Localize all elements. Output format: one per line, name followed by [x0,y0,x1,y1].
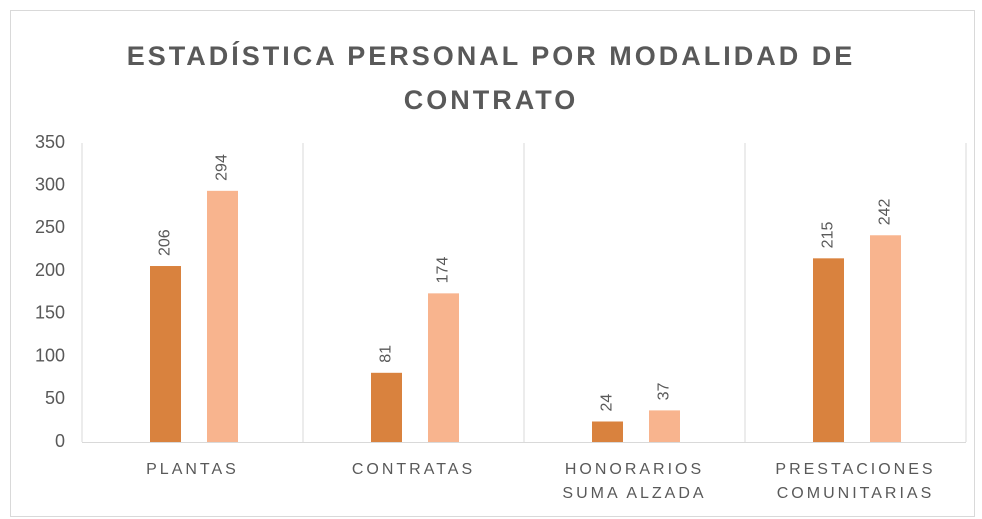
bar [592,421,623,442]
y-tick-label: 0 [55,431,65,451]
bar [813,258,844,442]
y-tick-label: 50 [45,388,65,408]
x-tick-label: CONTRATAS [351,461,476,478]
data-label: 24 [599,394,616,412]
data-label: 206 [157,229,174,256]
bar [207,190,238,442]
data-label: 37 [656,382,673,400]
x-tick-label: HONORARIOS SUMA ALZADA [562,461,707,502]
data-label: 242 [877,198,894,225]
chart-border [10,10,975,517]
bar [150,266,181,442]
chart-title: ESTADÍSTICA PERSONAL POR MODALIDAD DE CO… [126,41,856,115]
y-tick-label: 150 [35,303,65,323]
data-label: 294 [214,154,231,181]
x-tick-label: PLANTAS [146,461,239,478]
y-tick-label: 200 [35,260,65,280]
bar [870,235,901,442]
y-tick-label: 300 [35,174,65,194]
bar [428,293,459,442]
data-label: 174 [435,257,452,284]
bar [371,372,402,442]
y-tick-label: 250 [35,217,65,237]
x-tick-label: PRESTACIONES COMUNITARIAS [775,461,936,502]
y-tick-label: 100 [35,345,65,365]
bar [649,410,680,442]
data-label: 81 [378,345,395,363]
y-tick-label: 350 [35,132,65,152]
data-label: 215 [820,222,837,249]
